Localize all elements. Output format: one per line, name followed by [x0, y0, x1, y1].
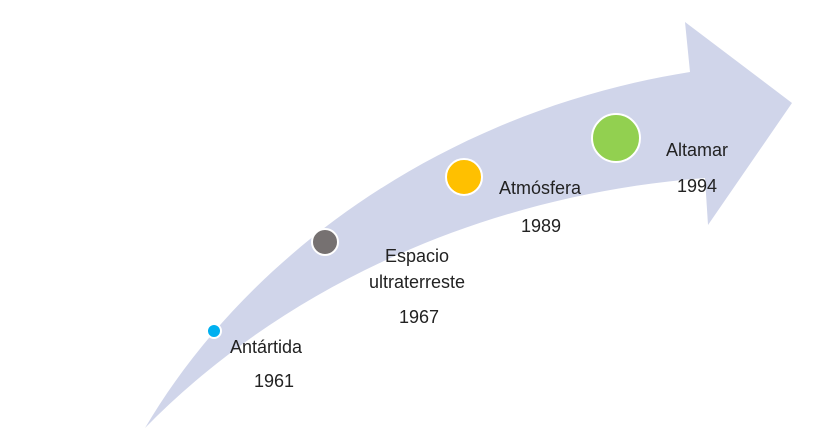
timeline-arrow	[145, 22, 792, 428]
milestone-year: 1989	[521, 216, 561, 236]
milestone-label: ultraterreste	[369, 272, 465, 292]
milestone-year: 1994	[677, 176, 717, 196]
milestone-dot	[445, 158, 483, 196]
milestone-year: 1961	[254, 371, 294, 391]
milestone-label: Atmósfera	[499, 178, 582, 198]
milestone-label: Antártida	[230, 337, 303, 357]
milestone-label: Altamar	[666, 140, 728, 160]
milestone-label: Espacio	[385, 246, 449, 266]
milestone-year: 1967	[399, 307, 439, 327]
milestone-dot	[311, 228, 339, 256]
milestone-dot	[206, 323, 222, 339]
milestone-dot	[591, 113, 641, 163]
